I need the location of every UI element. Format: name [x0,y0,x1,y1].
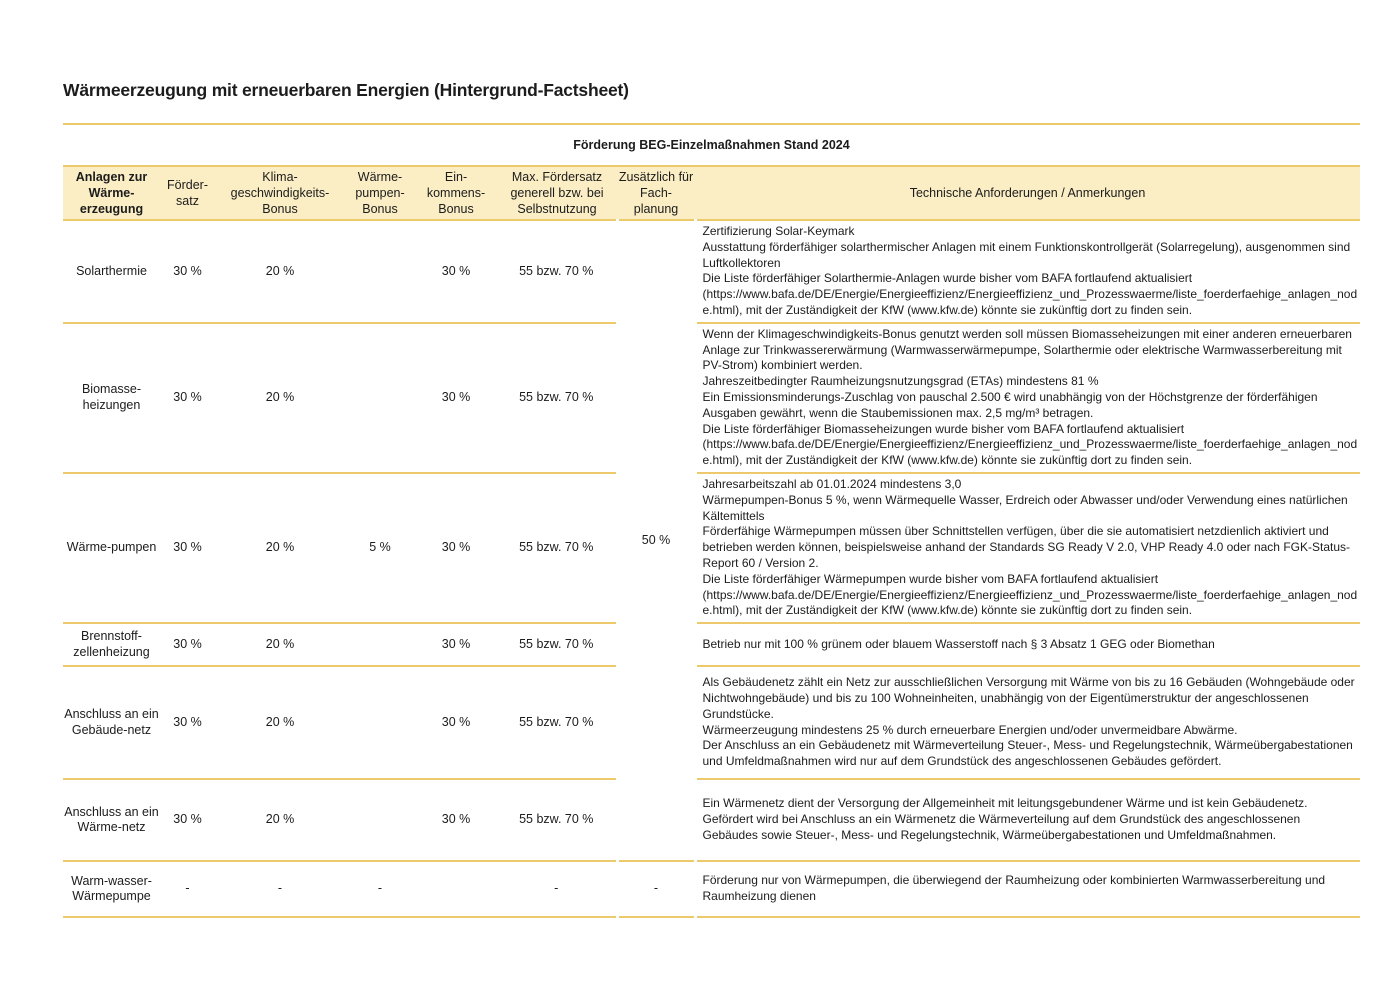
waermepumpen-bonus-value: - [345,861,415,919]
einkommens-bonus-value: 30 % [415,666,497,781]
max-foerdersatz-value: - [497,861,617,919]
row-name: Brennstoff-zellenheizung [63,623,160,668]
tech-cell: Förderung nur von Wärmepumpen, die überw… [695,861,1360,919]
waermepumpen-bonus-value [345,779,415,863]
tech-cell: Ein Wärmenetz dient der Versorgung der A… [695,779,1360,863]
max-foerdersatz-value: 55 bzw. 70 % [497,220,617,324]
einkommens-bonus-value: 30 % [415,623,497,668]
table-row-biomasseheizungen: Biomasse-heizungen 30 % 20 % 30 % 55 bzw… [63,322,1360,474]
table-caption: Förderung BEG-Einzelmaßnahmen Stand 2024 [573,138,850,152]
foerdersatz-value: 30 % [160,623,215,668]
tech-line: Ein Emissionsminderungs-Zuschlag von pau… [702,389,1318,420]
tech-cell: Betrieb nur mit 100 % grünem oder blauem… [695,623,1360,668]
foerdersatz-value: 30 % [160,322,215,474]
table-row-waermepumpen: Wärme-pumpen 30 % 20 % 5 % 30 % 55 bzw. … [63,472,1360,625]
table-row-gebaeudenetz: Anschluss an ein Gebäude-netz 30 % 20 % … [63,666,1360,781]
tech-line: Der Anschluss an ein Gebäudenetz mit Wär… [702,738,1353,769]
header-max-foerdersatz: Max. Fördersatz generell bzw. bei Selbst… [497,165,617,221]
header-row: Anlagen zur Wärme-erzeugung Förder-satz … [63,165,1360,221]
waermepumpen-bonus-value [345,220,415,324]
header-einkommens-bonus: Ein-kommens-Bonus [415,165,497,221]
tech-line: Die Liste förderfähiger Solarthermie-Anl… [702,271,1358,317]
header-fachplanung: Zusätzlich für Fach-planung [617,165,695,221]
klima-bonus-value: 20 % [215,472,345,625]
klima-bonus-value: 20 % [215,220,345,324]
tech-cell: Jahresarbeitszahl ab 01.01.2024 mindeste… [695,472,1360,625]
klima-bonus-value: 20 % [215,322,345,474]
klima-bonus-value: 20 % [215,779,345,863]
waermepumpen-bonus-value [345,623,415,668]
table-row-brennstoffzellenheizung: Brennstoff-zellenheizung 30 % 20 % 30 % … [63,623,1360,668]
waermepumpen-bonus-value [345,322,415,474]
table-row-solarthermie: Solarthermie 30 % 20 % 30 % 55 bzw. 70 %… [63,220,1360,863]
header-waermepumpen-bonus: Wärme-pumpen-Bonus [345,165,415,221]
table-row-warmwasser-waermepumpe: Warm-wasser-Wärmepumpe - - - - - Förderu… [63,861,1360,919]
factsheet-table: Anlagen zur Wärme-erzeugung Förder-satz … [63,165,1360,919]
page-title: Wärmeerzeugung mit erneuerbaren Energien… [63,80,629,100]
row-name: Wärme-pumpen [63,472,160,625]
einkommens-bonus-value: 30 % [415,322,497,474]
foerdersatz-value: 30 % [160,779,215,863]
einkommens-bonus-value: 30 % [415,220,497,324]
row-name: Biomasse-heizungen [63,322,160,474]
tech-line: Jahreszeitbedingter Raumheizungsnutzungs… [702,374,1099,389]
tech-line: Zertifizierung Solar-Keymark [702,224,855,238]
tech-line: Jahresarbeitszahl ab 01.01.2024 mindeste… [702,476,962,491]
tech-line: Förderfähige Wärmepumpen müssen über Sch… [702,524,1351,570]
tech-line: Förderung nur von Wärmepumpen, die überw… [702,873,1326,904]
table-row-waermenetz: Anschluss an ein Wärme-netz 30 % 20 % 30… [63,779,1360,863]
klima-bonus-value: 20 % [215,623,345,668]
tech-line: Ausstattung förderfähiger solarthermisch… [702,239,1351,270]
max-foerdersatz-value: 55 bzw. 70 % [497,472,617,625]
tech-line: Gefördert wird bei Anschluss an ein Wärm… [702,812,1301,843]
foerdersatz-value: 30 % [160,220,215,324]
tech-line: Die Liste förderfähiger Biomasseheizunge… [702,421,1358,468]
header-technische-anforderungen: Technische Anforderungen / Anmerkungen [695,165,1360,221]
tech-line: Ein Wärmenetz dient der Versorgung der A… [702,796,1308,811]
fachplanung-merged-value: 50 % [615,220,697,863]
max-foerdersatz-value: 55 bzw. 70 % [497,779,617,863]
fachplanung-value: - [615,861,697,919]
tech-line: Die Liste förderfähiger Wärmepumpen wurd… [702,571,1358,618]
row-name: Anschluss an ein Wärme-netz [63,779,160,863]
header-anlagen: Anlagen zur Wärme-erzeugung [63,165,160,221]
tech-line: Betrieb nur mit 100 % grünem oder blauem… [702,636,1215,651]
foerdersatz-value: 30 % [160,472,215,625]
row-name: Anschluss an ein Gebäude-netz [63,666,160,781]
waermepumpen-bonus-value: 5 % [345,472,415,625]
tech-line: Als Gebäudenetz zählt ein Netz zur aussc… [702,675,1355,721]
klima-bonus-value: 20 % [215,666,345,781]
max-foerdersatz-value: 55 bzw. 70 % [497,666,617,781]
waermepumpen-bonus-value [345,666,415,781]
foerdersatz-value: - [160,861,215,919]
einkommens-bonus-value: 30 % [415,779,497,863]
tech-cell: Wenn der Klimageschwindigkeits-Bonus gen… [695,322,1360,474]
foerdersatz-value: 30 % [160,666,215,781]
tech-cell: Zertifizierung Solar-Keymark Ausstattung… [695,220,1360,324]
max-foerdersatz-value: 55 bzw. 70 % [497,623,617,668]
max-foerdersatz-value: 55 bzw. 70 % [497,322,617,474]
row-name: Warm-wasser-Wärmepumpe [63,861,160,919]
factsheet-page: Wärmeerzeugung mit erneuerbaren Energien… [63,0,1360,919]
klima-bonus-value: - [215,861,345,919]
einkommens-bonus-value [415,861,497,919]
tech-line: Wenn der Klimageschwindigkeits-Bonus gen… [702,326,1352,373]
tech-cell: Als Gebäudenetz zählt ein Netz zur aussc… [695,666,1360,781]
row-name: Solarthermie [63,220,160,324]
header-klima-bonus: Klima-geschwindigkeits-Bonus [215,165,345,221]
tech-line: Wärmeerzeugung mindestens 25 % durch ern… [702,722,1238,737]
tech-line: Wärmepumpen-Bonus 5 %, wenn Wärmequelle … [702,492,1348,523]
header-foerdersatz: Förder-satz [160,165,215,221]
einkommens-bonus-value: 30 % [415,472,497,625]
title-divider [63,123,1360,125]
